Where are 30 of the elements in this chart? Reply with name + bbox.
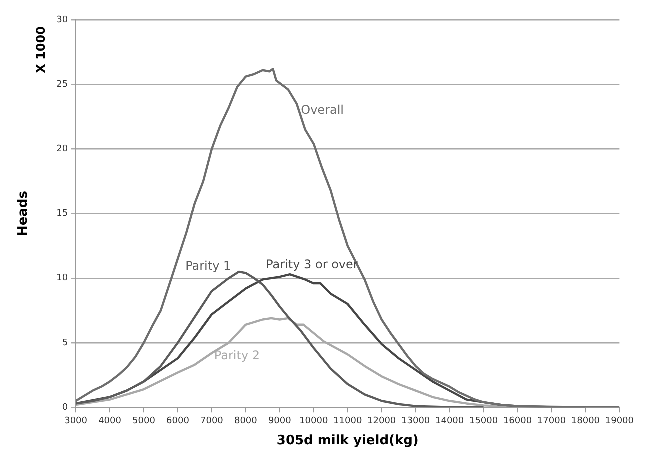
y-axis-title: Heads (16, 190, 32, 237)
x-tick-label: 17000 (537, 416, 566, 426)
x-tick-label: 18000 (571, 416, 600, 426)
y-tick-label: 30 (56, 15, 68, 26)
x-tick-label: 5000 (132, 416, 156, 426)
x-tick-label: 3000 (64, 416, 88, 426)
x-tick-label: 7000 (200, 416, 224, 426)
x-tick-label: 10000 (300, 416, 328, 426)
y-tick-label: 5 (62, 338, 68, 348)
y-tick-label: 0 (62, 402, 68, 413)
y-tick-label: 15 (56, 209, 68, 220)
x-tick-label: 14000 (435, 416, 464, 426)
series-label: Overall (301, 103, 344, 118)
series-label: Parity 1 (186, 259, 232, 274)
y-tick-label: 20 (56, 144, 68, 155)
x-tick-label: 15000 (469, 416, 498, 426)
x-tick-label: 11000 (334, 416, 362, 426)
x-tick-label: 19000 (605, 416, 634, 426)
x-axis-title: 305d milk yield(kg) (276, 434, 419, 449)
y-tick-label: 10 (56, 274, 68, 284)
x-tick-label: 13000 (402, 416, 430, 426)
x-tick-label: 16000 (503, 416, 532, 426)
x-tick-label: 9000 (268, 416, 292, 426)
x-tick-label: 12000 (368, 416, 396, 426)
y-tick-label: 25 (56, 80, 68, 90)
series-label: Parity 2 (214, 348, 260, 363)
x-tick-label: 6000 (166, 416, 190, 426)
x-tick-label: 4000 (98, 416, 122, 426)
text: X 1000 (34, 26, 48, 74)
x-tick-label: 8000 (234, 416, 258, 426)
